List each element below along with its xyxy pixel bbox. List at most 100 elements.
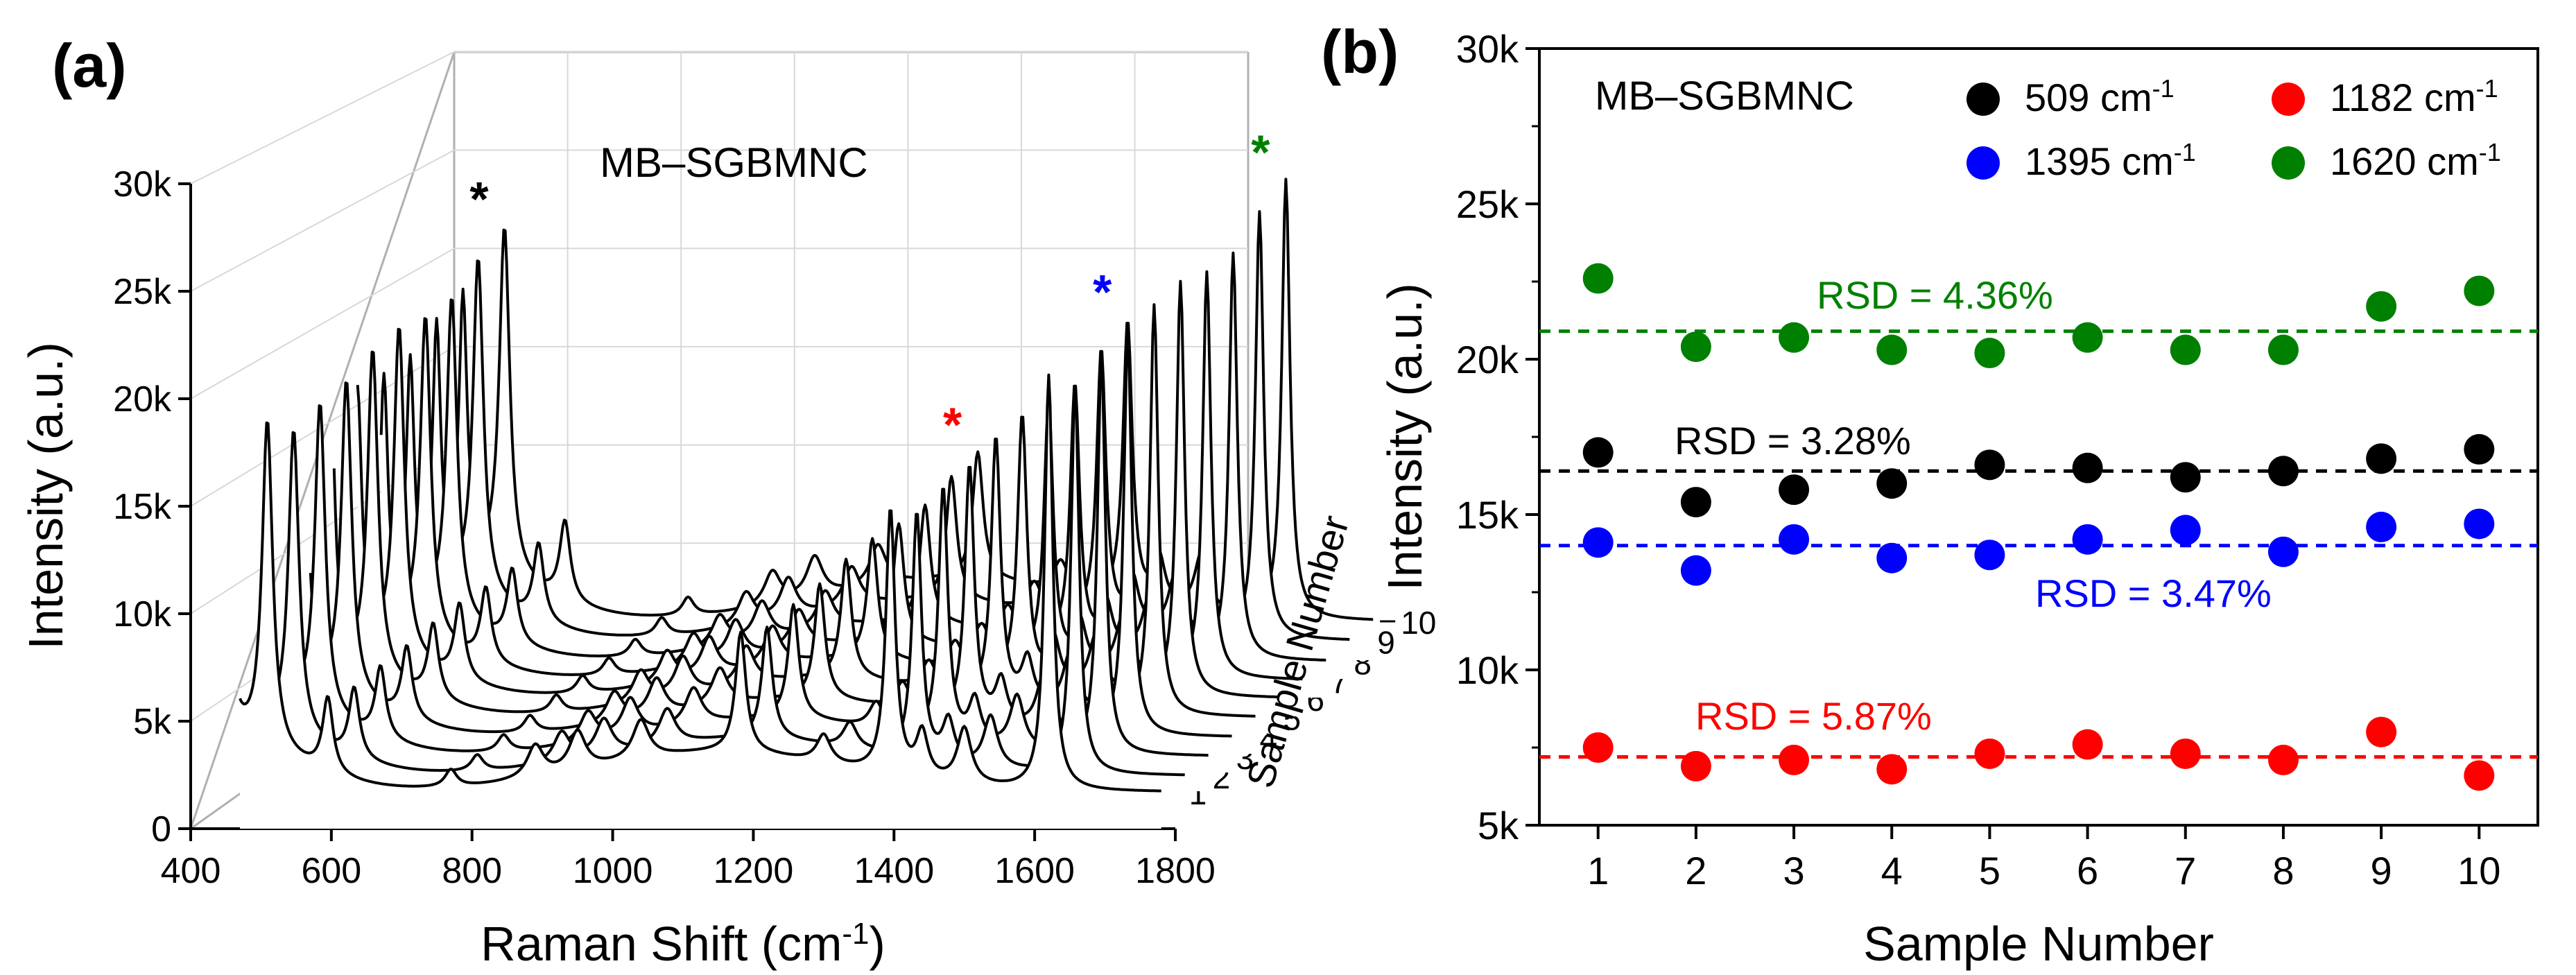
point-1395-sample-1: [1582, 527, 1614, 558]
y-tick-label: 5k: [1478, 804, 1519, 847]
x-tick-label: 400: [161, 851, 221, 891]
point-1620-sample-8: [2267, 334, 2299, 365]
legend-label: 509 cm-1: [2025, 74, 2175, 120]
spectrum-fill-sample-6: [357, 281, 1279, 736]
legend-marker: [1966, 83, 2000, 116]
y-tick-label: 15k: [113, 487, 172, 527]
z-tick-label: 10: [1401, 605, 1436, 641]
rsd-label-1395: RSD = 3.47%: [2035, 571, 2272, 615]
spectrum-fill-sample-3: [286, 360, 1209, 791]
point-1182-sample-5: [1974, 738, 2005, 769]
x-tick-label: 2: [1685, 849, 1706, 892]
panel-a-ylabel: Intensity (a.u.): [19, 342, 73, 650]
point-509-sample-9: [2366, 443, 2397, 474]
panel-b-label: (b): [1321, 17, 1399, 86]
y-tick-label: 30k: [1456, 27, 1519, 71]
panel-a-title: MB–SGBMNC: [600, 139, 868, 186]
y-tick-label: 15k: [1456, 493, 1519, 537]
point-1395-sample-10: [2464, 508, 2495, 540]
point-1395-sample-7: [2170, 515, 2201, 546]
spectrum-fill-sample-4: [310, 336, 1232, 773]
point-1620-sample-7: [2170, 334, 2201, 365]
panel-a-label: (a): [52, 31, 127, 100]
point-1620-sample-10: [2464, 275, 2495, 307]
point-1395-sample-4: [1876, 542, 1908, 573]
x-tick-label: 1400: [854, 851, 934, 891]
panel-b-ylabel: Intensity (a.u.): [1378, 283, 1432, 591]
x-tick-label: 1600: [994, 851, 1075, 891]
rsd-label-509: RSD = 3.28%: [1675, 419, 1911, 463]
point-509-sample-4: [1876, 468, 1908, 499]
point-1620-sample-9: [2366, 291, 2397, 322]
point-509-sample-6: [2072, 452, 2103, 483]
point-1182-sample-10: [2464, 760, 2495, 791]
x-tick-label: 9: [2371, 849, 2392, 892]
point-1620-sample-4: [1876, 334, 1908, 365]
point-1395-sample-2: [1680, 555, 1711, 586]
point-1620-sample-1: [1582, 263, 1614, 294]
side-gridline: [190, 149, 455, 292]
point-1182-sample-2: [1680, 750, 1711, 782]
point-1395-sample-8: [2267, 536, 2299, 567]
legend-label: 1620 cm-1: [2330, 138, 2501, 184]
y-tick-label: 0: [151, 809, 171, 849]
legend-label: 1395 cm-1: [2025, 138, 2196, 184]
point-1182-sample-6: [2072, 729, 2103, 760]
point-1182-sample-8: [2267, 744, 2299, 775]
panel-b-title: MB–SGBMNC: [1595, 74, 1854, 119]
point-1182-sample-1: [1582, 732, 1614, 763]
point-1182-sample-9: [2366, 716, 2397, 748]
x-tick-label: 6: [2077, 849, 2098, 892]
y-tick-label: 20k: [113, 379, 172, 420]
x-tick-label: 600: [301, 851, 361, 891]
legend-marker: [2272, 83, 2305, 116]
point-509-sample-5: [1974, 449, 2005, 481]
x-ticks: 400 600 800 1000 1200 1400 1600 1800: [161, 829, 1216, 891]
point-1182-sample-3: [1779, 744, 1810, 775]
xlabel-main: Raman Shift (cm: [481, 917, 842, 971]
spectrum-fill-sample-5: [334, 304, 1256, 754]
side-gridline: [190, 51, 455, 184]
spectrum-fill-sample-1: [240, 374, 1161, 829]
legend-marker: [2272, 146, 2305, 180]
point-1620-sample-3: [1779, 322, 1810, 353]
y-ticks: 5k 10k 15k 20k 25k 30k: [1456, 27, 1539, 847]
y-tick-label: 25k: [113, 272, 172, 312]
point-1395-sample-9: [2366, 511, 2397, 542]
x-tick-label: 800: [442, 851, 502, 891]
panel-a-raman-waterfall: (a) 400 600 800 1000 1200 1400 1600 1800 0 5k 10k…: [19, 31, 1436, 971]
x-tick-label: 4: [1881, 849, 1903, 892]
legend: 509 cm-1 1182 cm-1 1395 cm-1 1620 cm-1: [1966, 74, 2501, 184]
xlabel-close: ): [870, 917, 885, 971]
point-509-sample-1: [1582, 437, 1614, 468]
spectrum-sample-1: [239, 373, 1161, 793]
spectra-series: [239, 178, 1374, 829]
x-tick-label: 1000: [573, 851, 653, 891]
rsd-label-1182: RSD = 5.87%: [1695, 694, 1932, 738]
peak-markers: * * * *: [469, 125, 1270, 451]
point-1395-sample-6: [2072, 524, 2103, 555]
y-tick-label: 10k: [113, 594, 172, 635]
point-1395-sample-3: [1779, 524, 1810, 555]
x-tick-label: 1800: [1135, 851, 1216, 891]
z-tick-label: 9: [1377, 625, 1395, 661]
peak-marker-1620: *: [1251, 125, 1270, 179]
y-tick-label: 10k: [1456, 648, 1519, 692]
scatter-points: [1582, 263, 2495, 791]
panel-a-xlabel: Raman Shift (cm-1): [481, 917, 885, 972]
peak-marker-1182: *: [943, 397, 962, 451]
point-1620-sample-2: [1680, 331, 1711, 363]
xlabel-sup: -1: [842, 917, 869, 951]
rsd-label-1620: RSD = 4.36%: [1817, 273, 2053, 317]
point-1620-sample-6: [2072, 322, 2103, 353]
x-tick-label: 1200: [714, 851, 794, 891]
peak-marker-509: *: [469, 172, 489, 226]
x-ticks: 1 2 3 4 5 6 7 8 9 10: [1587, 825, 2500, 892]
point-509-sample-10: [2464, 433, 2495, 465]
x-tick-label: 3: [1783, 849, 1804, 892]
y-tick-label: 5k: [133, 702, 172, 742]
y-tick-label: 20k: [1456, 338, 1519, 381]
mean-lines: [1539, 329, 2538, 759]
y-tick-label: 30k: [113, 164, 172, 205]
